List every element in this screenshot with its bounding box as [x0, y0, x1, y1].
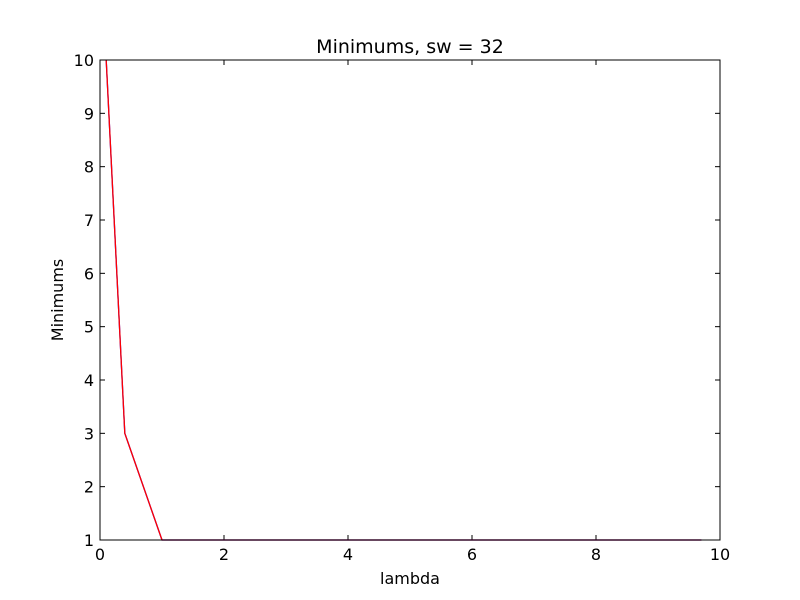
y-tick-label: 5	[84, 318, 94, 337]
plot-frame	[99, 59, 721, 541]
y-tick-label: 8	[84, 158, 94, 177]
chart-title: Minimums, sw = 32	[316, 36, 504, 58]
x-tick-label: 10	[710, 545, 730, 564]
y-axis-label: Minimums	[48, 259, 67, 341]
x-axis-label: lambda	[380, 569, 440, 588]
y-tick-label: 6	[84, 264, 94, 283]
y-tick-label: 4	[84, 371, 94, 390]
y-tick-label: 10	[74, 51, 94, 70]
y-tick-label: 2	[84, 478, 94, 497]
x-tick-label: 6	[467, 545, 477, 564]
y-tick-label: 3	[84, 424, 94, 443]
x-tick-label: 4	[343, 545, 353, 564]
y-tick-label: 9	[84, 104, 94, 123]
y-tick-label: 7	[84, 211, 94, 230]
y-tick-label: 1	[84, 531, 94, 550]
x-tick-label: 0	[95, 545, 105, 564]
x-tick-label: 2	[219, 545, 229, 564]
x-tick-label: 8	[591, 545, 601, 564]
